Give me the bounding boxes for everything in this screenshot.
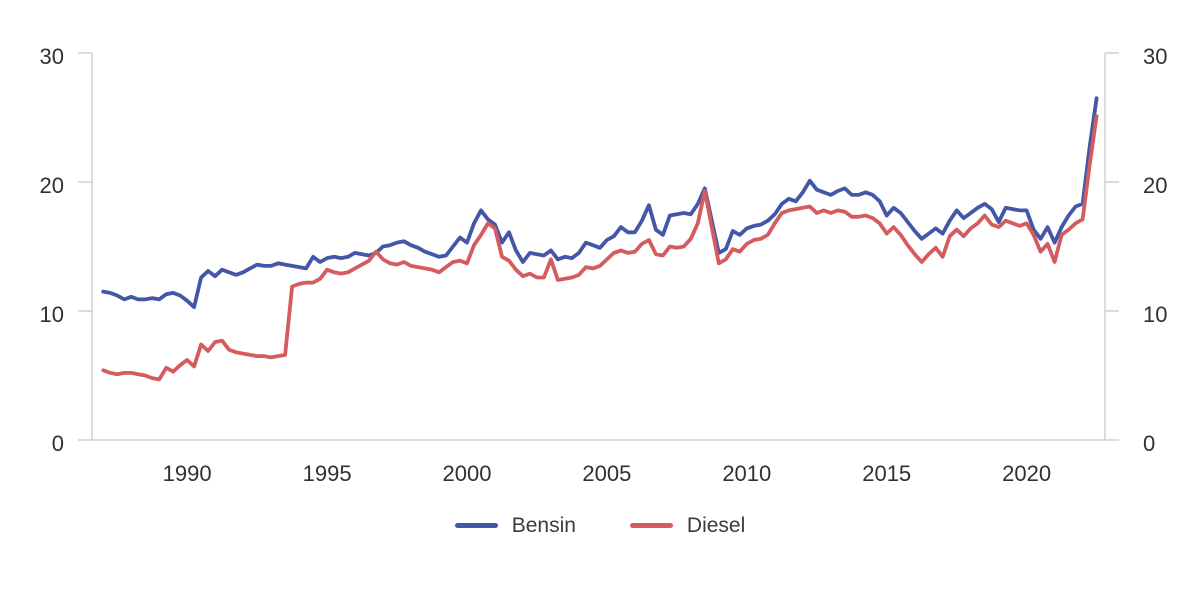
bensin-line-swatch-icon (454, 522, 498, 528)
y-axis-label-right: 10 (1143, 302, 1167, 327)
diesel-line-swatch-icon (629, 522, 673, 528)
legend-label-diesel: Diesel (686, 513, 746, 537)
x-axis-label: 1995 (303, 461, 352, 486)
y-axis-label-right: 20 (1143, 173, 1167, 198)
legend-item-diesel: Diesel (629, 513, 746, 537)
legend-label-bensin: Bensin (511, 513, 576, 537)
axis-frame (91, 53, 1106, 441)
diesel-line (101, 114, 1099, 382)
chart-axes (78, 52, 1119, 441)
x-axis-label: 2015 (862, 461, 911, 486)
y-axis-label-left: 10 (40, 302, 64, 327)
x-axis-label: 2005 (582, 461, 631, 486)
y-axis-label-left: 30 (40, 44, 64, 69)
y-axis-label-right: 0 (1143, 431, 1155, 456)
y-axis-label-right: 30 (1143, 44, 1167, 69)
y-axis-label-left: 0 (52, 431, 64, 456)
x-axis-label: 1990 (163, 461, 212, 486)
bensin-line (101, 96, 1099, 309)
chart-legend: Bensin Diesel (0, 508, 1200, 542)
x-axis-label: 2010 (722, 461, 771, 486)
x-axis-label: 2000 (443, 461, 492, 486)
chart-series (101, 96, 1099, 382)
legend-item-bensin: Bensin (454, 513, 576, 537)
y-axis-label-left: 20 (40, 173, 64, 198)
x-axis-label: 2020 (1002, 461, 1051, 486)
